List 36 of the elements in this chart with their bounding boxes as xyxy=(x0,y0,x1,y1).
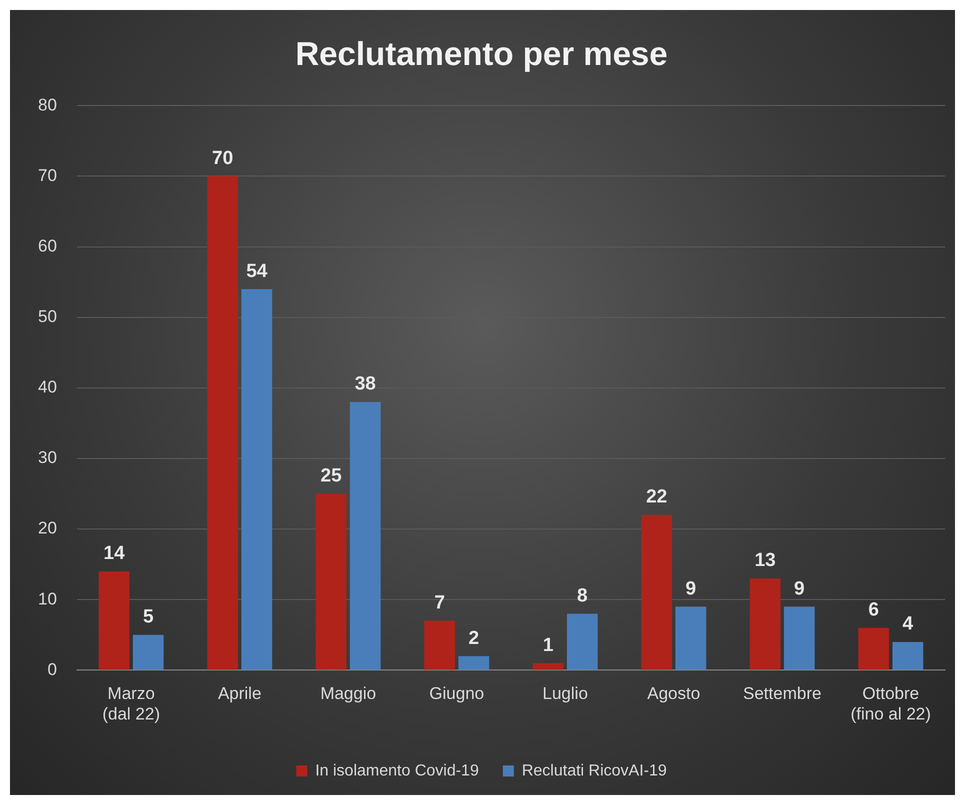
data-label: 14 xyxy=(104,543,126,564)
legend-label: In isolamento Covid-19 xyxy=(315,762,479,780)
y-tick-label: 80 xyxy=(38,95,57,114)
data-label: 4 xyxy=(902,614,914,635)
y-tick-label: 50 xyxy=(38,307,57,326)
x-tick-label: Giugno xyxy=(429,684,484,704)
data-label: 9 xyxy=(794,578,805,600)
y-tick-label: 70 xyxy=(38,166,57,185)
x-tick-label: Agosto xyxy=(647,684,700,704)
y-tick-label: 10 xyxy=(38,589,57,608)
data-label: 9 xyxy=(686,578,696,600)
legend-label: Reclutati RicovAI-19 xyxy=(522,762,667,780)
x-tick-label: Ottobre (fino al 22) xyxy=(850,684,931,724)
data-label: 6 xyxy=(868,600,879,621)
y-tick-label: 40 xyxy=(38,378,57,397)
data-label: 5 xyxy=(142,606,154,628)
data-label: 22 xyxy=(646,486,668,508)
data-label: 7 xyxy=(434,592,445,614)
x-tick-label: Aprile xyxy=(218,684,262,704)
data-label: 38 xyxy=(354,374,376,395)
y-tick-label: 60 xyxy=(38,236,57,256)
data-label: 25 xyxy=(320,465,342,486)
data-label: 13 xyxy=(754,550,776,572)
data-label: 70 xyxy=(212,148,234,169)
y-tick-label: 0 xyxy=(47,660,57,679)
x-tick-label: Marzo (dal 22) xyxy=(102,684,160,724)
y-tick-label: 30 xyxy=(38,448,57,468)
data-label: 54 xyxy=(246,260,268,282)
x-tick-label: Maggio xyxy=(320,684,376,704)
x-tick-label: Settembre xyxy=(743,684,822,704)
data-label: 8 xyxy=(577,585,588,606)
chart-title: Reclutamento per mese xyxy=(295,34,668,72)
data-label: 1 xyxy=(542,634,554,656)
data-label: 2 xyxy=(468,628,480,649)
y-tick-label: 20 xyxy=(38,518,57,538)
x-tick-label: Luglio xyxy=(542,684,588,704)
